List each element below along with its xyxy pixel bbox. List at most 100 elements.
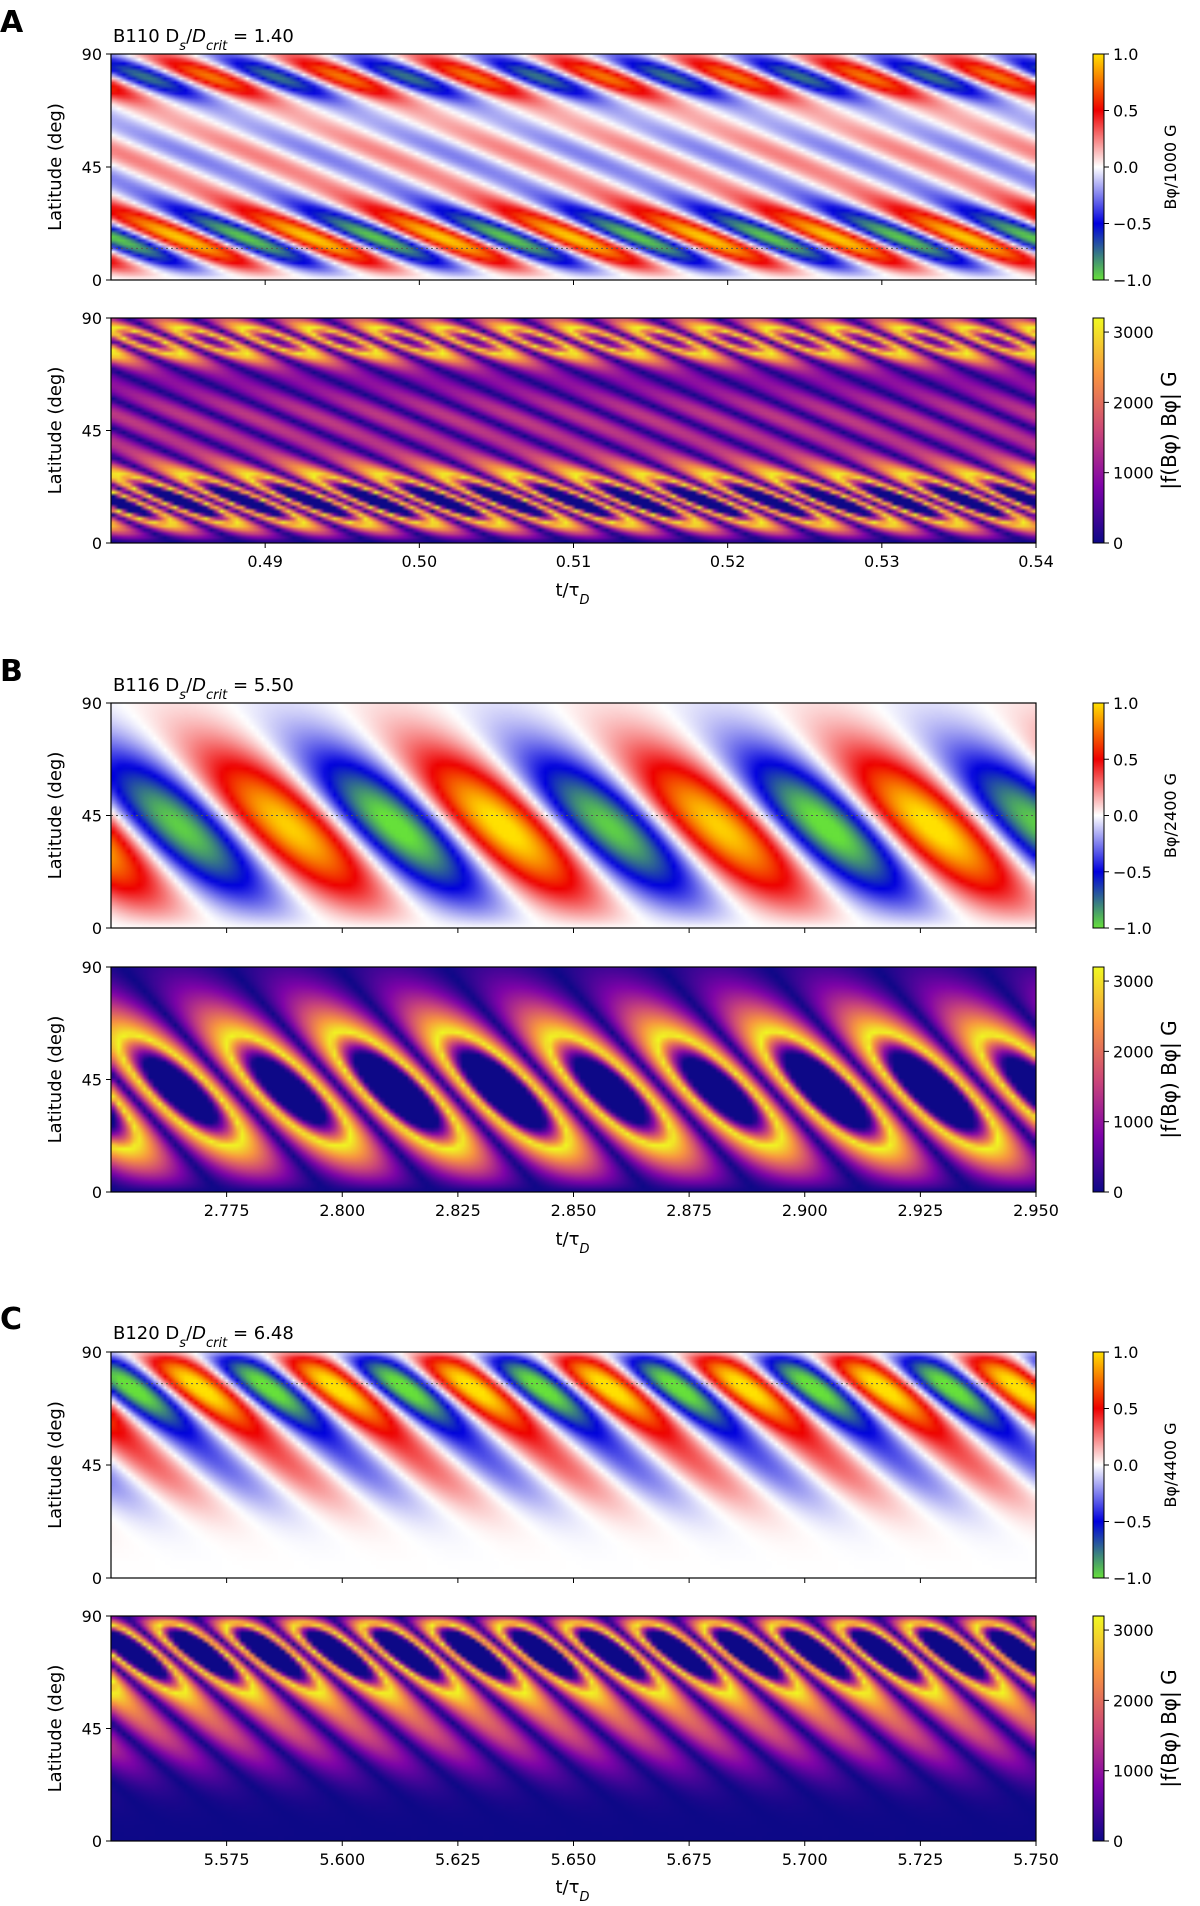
x-tick-label: 2.950 bbox=[1013, 1201, 1059, 1220]
y-tick-label: 45 bbox=[82, 422, 102, 441]
colorbar-tick-label: 1.0 bbox=[1113, 45, 1138, 64]
y-tick-label: 90 bbox=[82, 1343, 102, 1362]
y-tick-label: 90 bbox=[82, 694, 102, 713]
colorbar-tick-label: 1000 bbox=[1113, 464, 1154, 483]
y-axis-label: Latitude (deg) bbox=[45, 1016, 66, 1144]
panel-letter: C bbox=[0, 1302, 22, 1337]
colorbar-tick-label: 0.5 bbox=[1113, 1400, 1138, 1419]
heatmap-image bbox=[111, 1616, 1036, 1841]
y-tick-label: 0 bbox=[92, 271, 102, 290]
y-tick-label: 0 bbox=[92, 1832, 102, 1851]
x-tick-label: 0.52 bbox=[710, 552, 746, 571]
colorbar-gradient bbox=[1092, 53, 1105, 281]
y-tick-label: 0 bbox=[92, 1183, 102, 1202]
colorbar-label: |f(Bφ) Bφ| G bbox=[1157, 371, 1181, 489]
y-axis-label: Latitude (deg) bbox=[45, 1665, 66, 1793]
run-title: B110 Ds/Dcrit = 1.40 bbox=[113, 26, 294, 54]
x-tick-label: 5.625 bbox=[435, 1850, 481, 1869]
panel-a: A B110 Ds/Dcrit = 1.40 0 45 90 Latitude (deg)… bbox=[0, 5, 1181, 608]
colorbar-tick-label: 0 bbox=[1113, 1832, 1123, 1851]
colorbar-gradient bbox=[1092, 1351, 1105, 1579]
colorbar-gradient bbox=[1092, 317, 1105, 544]
y-tick-label: 45 bbox=[82, 807, 102, 826]
x-axis-label: t/τD bbox=[556, 1877, 590, 1902]
subplot-top: 0 45 90 Latitude (deg) 1.0 0.5 0.0 −0.5 −1.0 Bφ/1… bbox=[45, 45, 1180, 290]
colorbar-label: |f(Bφ) Bφ| G bbox=[1157, 1669, 1181, 1787]
subplot-bot: 0 45 90 Latitude (deg) 0.49 0.50 0.51 0.52 0.53 0… bbox=[45, 309, 1181, 571]
y-tick-label: 90 bbox=[82, 45, 102, 64]
colorbar-tick-label: 0.0 bbox=[1113, 1456, 1138, 1475]
x-tick-label: 2.875 bbox=[666, 1201, 712, 1220]
x-tick-label: 0.49 bbox=[247, 552, 283, 571]
colorbar-tick-label: 0.5 bbox=[1113, 102, 1138, 121]
heatmap-image bbox=[111, 318, 1036, 543]
x-tick-label: 5.750 bbox=[1013, 1850, 1059, 1869]
panel-b: B B116 Ds/Dcrit = 5.50 0 45 90 Latitude (deg)… bbox=[0, 654, 1181, 1257]
x-axis-label: t/τD bbox=[556, 580, 590, 608]
colorbar-tick-label: 0 bbox=[1113, 534, 1123, 553]
subplot-top: 0 45 90 Latitude (deg) 1.0 0.5 0.0 −0.5 −1.0 Bφ/2… bbox=[45, 694, 1180, 938]
heatmap-image bbox=[111, 1352, 1036, 1578]
panel-letter: B bbox=[0, 654, 23, 689]
colorbar-tick-label: −0.5 bbox=[1113, 863, 1152, 882]
colorbar-tick-label: 1.0 bbox=[1113, 694, 1138, 713]
x-tick-label: 5.725 bbox=[897, 1850, 943, 1869]
colorbar-tick-label: 0 bbox=[1113, 1183, 1123, 1202]
colorbar-tick-label: 0.5 bbox=[1113, 750, 1138, 769]
colorbar-tick-label: 1000 bbox=[1113, 1113, 1154, 1132]
subplot-bot: 0 45 90 Latitude (deg) 2.775 2.800 2.825 2.850 2… bbox=[45, 958, 1181, 1220]
colorbar-label: Bφ/4400 G bbox=[1161, 1422, 1180, 1507]
y-axis-label: Latitude (deg) bbox=[45, 103, 66, 231]
heatmap-image bbox=[111, 54, 1036, 280]
x-tick-label: 2.775 bbox=[204, 1201, 250, 1220]
y-axis-label: Latitude (deg) bbox=[45, 367, 66, 495]
colorbar-gradient bbox=[1092, 1615, 1105, 1842]
y-axis-label: Latitude (deg) bbox=[45, 752, 66, 880]
y-tick-label: 45 bbox=[82, 1456, 102, 1475]
colorbar-label: Bφ/2400 G bbox=[1161, 773, 1180, 858]
x-tick-label: 0.50 bbox=[402, 552, 438, 571]
x-tick-label: 5.575 bbox=[204, 1850, 250, 1869]
panel-c: C B120 Ds/Dcrit = 6.48 0 45 90 Latitude (deg)… bbox=[0, 1302, 1181, 1905]
colorbar-tick-label: 2000 bbox=[1113, 1691, 1154, 1710]
colorbar-tick-label: −0.5 bbox=[1113, 215, 1152, 234]
x-tick-label: 5.675 bbox=[666, 1850, 712, 1869]
colorbar-tick-label: −1.0 bbox=[1113, 919, 1152, 938]
colorbar-tick-label: −1.0 bbox=[1113, 271, 1152, 290]
x-tick-label: 2.825 bbox=[435, 1201, 481, 1220]
colorbar-label: Bφ/1000 G bbox=[1161, 124, 1180, 209]
y-tick-label: 45 bbox=[82, 1071, 102, 1090]
x-tick-label: 0.53 bbox=[864, 552, 900, 571]
colorbar-gradient bbox=[1092, 966, 1105, 1193]
run-title: B116 Ds/Dcrit = 5.50 bbox=[113, 675, 294, 703]
x-tick-label: 0.51 bbox=[556, 552, 592, 571]
y-tick-label: 45 bbox=[82, 158, 102, 177]
colorbar: 3000 2000 1000 0 |f(Bφ) Bφ| G bbox=[1092, 1615, 1181, 1851]
subplot-bot: 0 45 90 Latitude (deg) 5.575 5.600 5.625 5.650 5… bbox=[45, 1607, 1181, 1869]
subplot-top: 0 45 90 Latitude (deg) 1.0 0.5 0.0 −0.5 −1.0 Bφ/4… bbox=[45, 1343, 1180, 1588]
x-axis-label: t/τD bbox=[556, 1229, 590, 1257]
colorbar-gradient bbox=[1092, 702, 1105, 929]
x-tick-label: 0.54 bbox=[1018, 552, 1054, 571]
panel-letter: A bbox=[0, 5, 24, 40]
y-tick-label: 0 bbox=[92, 919, 102, 938]
x-tick-label: 2.850 bbox=[551, 1201, 597, 1220]
colorbar-tick-label: 3000 bbox=[1113, 1621, 1154, 1640]
run-title: B120 Ds/Dcrit = 6.48 bbox=[113, 1323, 294, 1351]
x-tick-label: 2.900 bbox=[782, 1201, 828, 1220]
x-tick-label: 2.925 bbox=[897, 1201, 943, 1220]
heatmap-image bbox=[111, 967, 1036, 1192]
y-tick-label: 90 bbox=[82, 1607, 102, 1626]
y-tick-label: 90 bbox=[82, 309, 102, 328]
x-tick-label: 5.600 bbox=[319, 1850, 365, 1869]
x-tick-label: 5.650 bbox=[551, 1850, 597, 1869]
y-tick-label: 0 bbox=[92, 534, 102, 553]
colorbar: 3000 2000 1000 0 |f(Bφ) Bφ| G bbox=[1092, 966, 1181, 1202]
y-tick-label: 90 bbox=[82, 958, 102, 977]
colorbar-tick-label: −1.0 bbox=[1113, 1569, 1152, 1588]
colorbar-tick-label: 0.0 bbox=[1113, 158, 1138, 177]
colorbar-tick-label: 3000 bbox=[1113, 972, 1154, 991]
colorbar: 3000 2000 1000 0 |f(Bφ) Bφ| G bbox=[1092, 317, 1181, 553]
colorbar: 1.0 0.5 0.0 −0.5 −1.0 Bφ/2400 G bbox=[1092, 694, 1180, 938]
